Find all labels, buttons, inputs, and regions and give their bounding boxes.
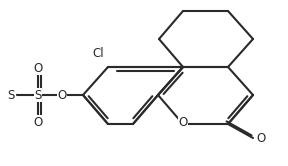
Text: S: S [34, 88, 42, 101]
Text: S: S [8, 94, 9, 95]
Text: S: S [17, 94, 18, 95]
Text: S: S [16, 94, 17, 95]
Text: O: O [33, 116, 43, 128]
Text: S: S [7, 88, 14, 101]
Text: O: O [33, 61, 43, 75]
Text: O: O [256, 131, 266, 144]
Text: O: O [57, 88, 67, 101]
Text: O: O [178, 116, 187, 128]
Text: Cl: Cl [92, 46, 104, 59]
Text: S: S [10, 88, 18, 101]
Text: S: S [14, 94, 15, 95]
Text: S: S [11, 88, 19, 101]
